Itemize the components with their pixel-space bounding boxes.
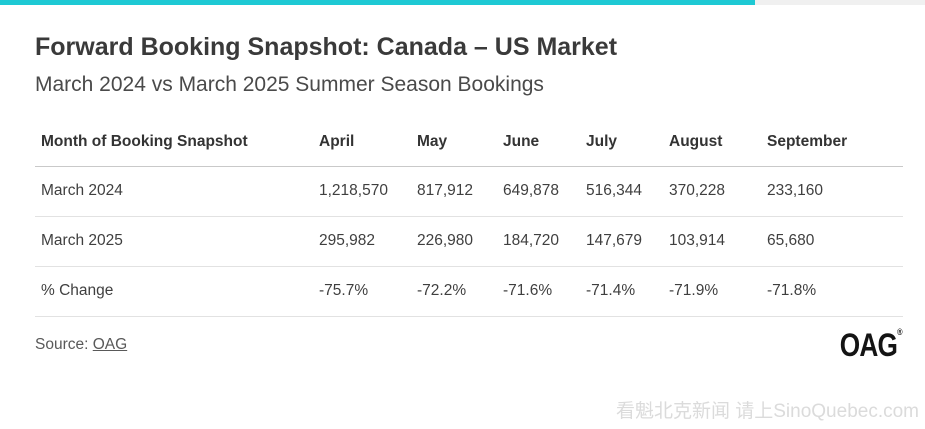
cell-value: 370,228: [669, 166, 767, 217]
cell-value: 233,160: [767, 166, 903, 217]
table-row-march-2024: March 2024 1,218,570 817,912 649,878 516…: [35, 166, 903, 217]
column-header-may: May: [417, 118, 503, 167]
column-header-april: April: [319, 118, 417, 167]
row-label: % Change: [35, 266, 319, 317]
row-label: March 2025: [35, 216, 319, 267]
cell-value: -71.6%: [503, 266, 586, 317]
source-label: Source:: [35, 336, 93, 354]
cell-value: -71.4%: [586, 266, 669, 317]
cell-value: 1,218,570: [319, 166, 417, 217]
cell-value: 817,912: [417, 166, 503, 217]
column-header-august: August: [669, 118, 767, 167]
column-header-month-of-booking-snapshot: Month of Booking Snapshot: [35, 118, 319, 167]
column-header-june: June: [503, 118, 586, 167]
cell-value: -75.7%: [319, 266, 417, 317]
infographic-card: Forward Booking Snapshot: Canada – US Ma…: [35, 32, 903, 364]
cell-value: 103,914: [669, 216, 767, 267]
cell-value: 184,720: [503, 216, 586, 267]
registered-trademark-icon: ®: [897, 326, 903, 337]
page-subtitle: March 2024 vs March 2025 Summer Season B…: [35, 73, 544, 96]
cell-value: -71.9%: [669, 266, 767, 317]
source-line: Source: OAG: [35, 336, 127, 354]
cell-value: 65,680: [767, 216, 903, 267]
cell-value: -72.2%: [417, 266, 503, 317]
table-header-row: Month of Booking Snapshot April May June…: [35, 118, 903, 167]
progress-track: [0, 0, 925, 5]
table-row-march-2025: March 2025 295,982 226,980 184,720 147,6…: [35, 216, 903, 267]
cell-value: 649,878: [503, 166, 586, 217]
cell-value: 147,679: [586, 216, 669, 267]
progress-bar-fill: [0, 0, 755, 5]
cell-value: 295,982: [319, 216, 417, 267]
page-title: Forward Booking Snapshot: Canada – US Ma…: [35, 33, 618, 61]
oag-logo-text: OAG: [840, 326, 898, 363]
source-link-oag[interactable]: OAG: [92, 336, 128, 354]
cell-value: -71.8%: [767, 266, 903, 317]
table-row-percent-change: % Change -75.7% -72.2% -71.6% -71.4% -71…: [35, 266, 903, 317]
row-label: March 2024: [35, 166, 319, 217]
cell-value: 226,980: [417, 216, 503, 267]
footer: Source: OAG OAG®: [35, 327, 903, 364]
column-header-july: July: [586, 118, 669, 167]
booking-snapshot-table: Month of Booking Snapshot April May June…: [35, 118, 903, 317]
cell-value: 516,344: [586, 166, 669, 217]
watermark-text: 看魁北克新闻 请上SinoQuebec.com: [615, 401, 919, 422]
oag-logo: OAG®: [840, 327, 903, 364]
column-header-september: September: [767, 118, 903, 167]
